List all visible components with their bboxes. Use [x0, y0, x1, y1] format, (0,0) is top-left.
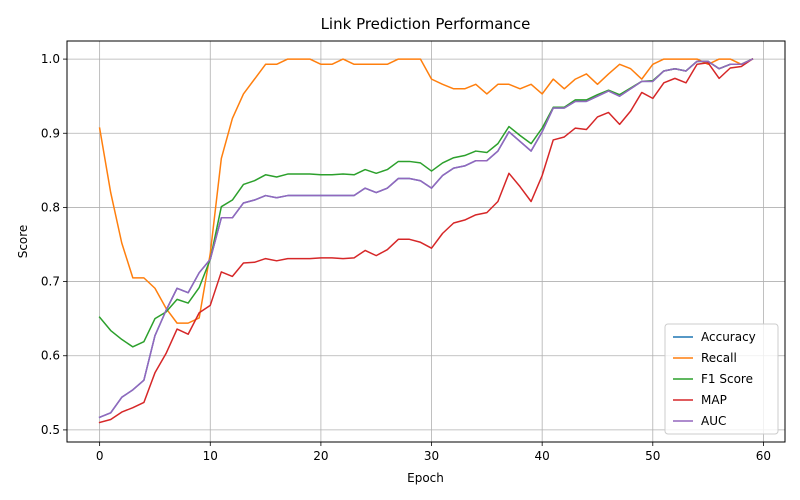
x-axis-label: Epoch	[407, 471, 444, 485]
series-line-map	[98, 58, 754, 424]
series-lines	[98, 58, 754, 424]
y-tick-label: 0.6	[41, 349, 60, 363]
plot-frame	[66, 40, 786, 443]
y-tick-label: 0.8	[41, 200, 60, 214]
legend-label: Recall	[701, 351, 737, 365]
y-tick-label: 0.5	[41, 423, 60, 437]
legend-label: AUC	[701, 414, 726, 428]
y-axis: 0.5 0.6 0.7 0.8 0.9 1.0	[41, 52, 67, 437]
y-tick-label: 0.9	[41, 126, 60, 140]
x-tick-label: 10	[203, 449, 218, 463]
legend-box	[664, 323, 779, 435]
x-tick-label: 50	[645, 449, 660, 463]
legend-label: F1 Score	[701, 372, 753, 386]
legend-label: Accuracy	[701, 330, 756, 344]
y-tick-label: 0.7	[41, 275, 60, 289]
x-tick-label: 30	[424, 449, 439, 463]
y-axis-label: Score	[16, 225, 30, 259]
grid-lines	[67, 41, 785, 442]
x-tick-label: 20	[313, 449, 328, 463]
chart-title: Link Prediction Performance	[321, 15, 531, 33]
x-tick-label: 60	[756, 449, 771, 463]
legend-label: MAP	[701, 393, 727, 407]
series-line-auc	[98, 58, 754, 419]
legend: Accuracy Recall F1 Score MAP AUC	[664, 323, 779, 435]
y-tick-label: 1.0	[41, 52, 60, 66]
x-tick-label: 0	[96, 449, 104, 463]
x-tick-label: 40	[535, 449, 550, 463]
x-axis: 0 10 20 30 40 50 60	[96, 442, 771, 463]
